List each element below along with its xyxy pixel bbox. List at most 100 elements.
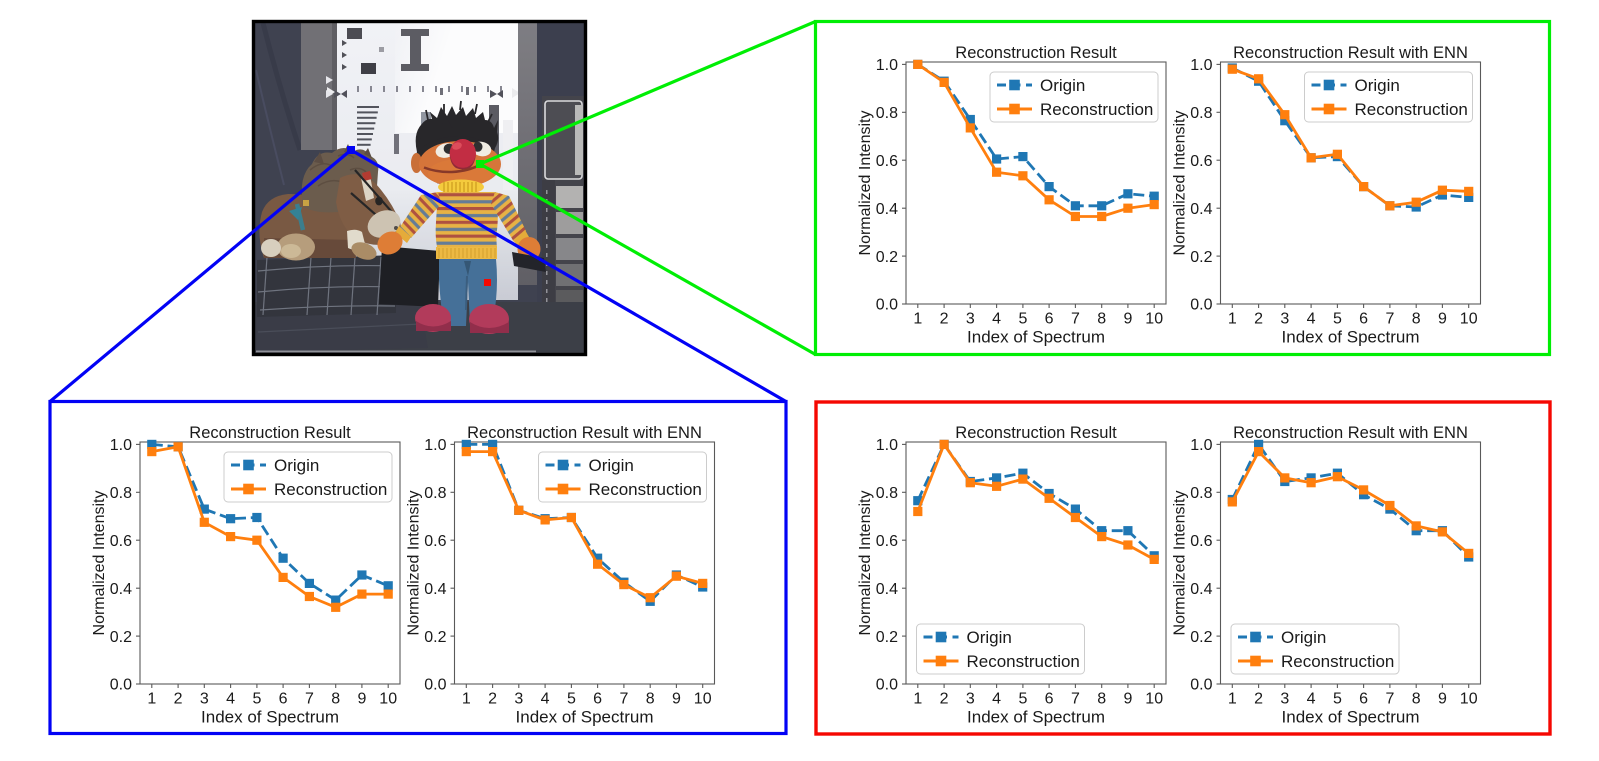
svg-text:7: 7	[1071, 311, 1080, 328]
svg-text:1: 1	[1228, 311, 1237, 328]
svg-text:3: 3	[966, 311, 975, 328]
svg-text:7: 7	[1385, 691, 1394, 708]
svg-text:Reconstruction: Reconstruction	[1355, 100, 1468, 119]
svg-text:5: 5	[567, 691, 576, 708]
svg-text:Reconstruction Result with ENN: Reconstruction Result with ENN	[1233, 44, 1468, 62]
svg-text:0.0: 0.0	[876, 677, 898, 694]
svg-text:0.8: 0.8	[424, 485, 446, 502]
svg-text:0.8: 0.8	[876, 105, 898, 122]
svg-text:2: 2	[1254, 691, 1263, 708]
svg-text:Reconstruction Result: Reconstruction Result	[955, 44, 1117, 62]
svg-text:10: 10	[694, 691, 712, 708]
svg-text:1: 1	[462, 691, 471, 708]
svg-text:Normalized Intensity: Normalized Intensity	[1172, 491, 1189, 636]
svg-text:0.4: 0.4	[876, 581, 898, 598]
svg-text:Normalized Intensity: Normalized Intensity	[91, 491, 108, 636]
svg-text:0.6: 0.6	[876, 533, 898, 550]
svg-text:Index of Spectrum: Index of Spectrum	[1282, 708, 1420, 727]
svg-text:4: 4	[226, 691, 235, 708]
svg-text:Index of Spectrum: Index of Spectrum	[967, 328, 1105, 347]
svg-text:0.6: 0.6	[1190, 153, 1212, 170]
svg-text:0.4: 0.4	[110, 581, 132, 598]
svg-text:2: 2	[940, 311, 949, 328]
svg-text:0.8: 0.8	[1190, 105, 1212, 122]
svg-text:9: 9	[1438, 311, 1447, 328]
svg-text:0.0: 0.0	[1190, 677, 1212, 694]
svg-text:6: 6	[279, 691, 288, 708]
svg-text:0.2: 0.2	[876, 629, 898, 646]
svg-text:0.8: 0.8	[876, 485, 898, 502]
svg-text:1.0: 1.0	[1190, 57, 1212, 74]
svg-text:8: 8	[1097, 311, 1106, 328]
svg-text:Index of Spectrum: Index of Spectrum	[1282, 328, 1420, 347]
svg-text:8: 8	[1097, 691, 1106, 708]
svg-text:6: 6	[1359, 691, 1368, 708]
svg-text:1: 1	[913, 691, 922, 708]
svg-text:1: 1	[1228, 691, 1237, 708]
svg-text:2: 2	[488, 691, 497, 708]
svg-text:0.0: 0.0	[876, 297, 898, 314]
svg-text:8: 8	[646, 691, 655, 708]
svg-text:9: 9	[672, 691, 681, 708]
svg-text:Normalized Intensity: Normalized Intensity	[1172, 111, 1189, 256]
svg-text:Normalized Intensity: Normalized Intensity	[406, 491, 423, 636]
svg-text:6: 6	[1045, 691, 1054, 708]
svg-text:Index of Spectrum: Index of Spectrum	[516, 708, 654, 727]
svg-text:10: 10	[1460, 691, 1478, 708]
svg-text:0.2: 0.2	[1190, 629, 1212, 646]
svg-text:4: 4	[541, 691, 550, 708]
svg-text:3: 3	[514, 691, 523, 708]
svg-text:1: 1	[913, 311, 922, 328]
svg-text:0.0: 0.0	[1190, 297, 1212, 314]
svg-text:7: 7	[1385, 311, 1394, 328]
svg-text:1.0: 1.0	[876, 57, 898, 74]
svg-text:6: 6	[593, 691, 602, 708]
svg-text:Origin: Origin	[1355, 76, 1400, 95]
svg-text:8: 8	[1412, 691, 1421, 708]
svg-text:10: 10	[379, 691, 397, 708]
svg-text:Normalized Intensity: Normalized Intensity	[857, 111, 874, 256]
svg-text:0.4: 0.4	[1190, 581, 1212, 598]
svg-text:7: 7	[1071, 691, 1080, 708]
svg-text:Origin: Origin	[589, 456, 634, 475]
svg-text:Reconstruction Result with ENN: Reconstruction Result with ENN	[1233, 424, 1468, 442]
svg-text:Origin: Origin	[274, 456, 319, 475]
svg-text:3: 3	[200, 691, 209, 708]
svg-text:0.0: 0.0	[424, 677, 446, 694]
svg-text:1.0: 1.0	[424, 437, 446, 454]
svg-text:Origin: Origin	[967, 628, 1012, 647]
svg-text:5: 5	[1018, 311, 1027, 328]
svg-text:Reconstruction: Reconstruction	[1040, 100, 1153, 119]
svg-text:Index of Spectrum: Index of Spectrum	[967, 708, 1105, 727]
svg-text:5: 5	[1333, 691, 1342, 708]
svg-text:1.0: 1.0	[876, 437, 898, 454]
svg-text:9: 9	[1123, 311, 1132, 328]
svg-text:0.2: 0.2	[424, 629, 446, 646]
svg-text:Reconstruction Result: Reconstruction Result	[955, 424, 1117, 442]
svg-text:2: 2	[1254, 311, 1263, 328]
svg-text:4: 4	[1307, 691, 1316, 708]
svg-text:6: 6	[1045, 311, 1054, 328]
svg-text:10: 10	[1145, 691, 1163, 708]
svg-text:8: 8	[331, 691, 340, 708]
svg-text:Reconstruction: Reconstruction	[274, 480, 387, 499]
svg-text:Normalized Intensity: Normalized Intensity	[857, 491, 874, 636]
svg-text:9: 9	[1438, 691, 1447, 708]
svg-text:10: 10	[1460, 311, 1478, 328]
svg-text:1: 1	[147, 691, 156, 708]
svg-text:5: 5	[1333, 311, 1342, 328]
svg-text:Origin: Origin	[1281, 628, 1326, 647]
svg-text:3: 3	[1280, 311, 1289, 328]
svg-text:5: 5	[252, 691, 261, 708]
svg-text:0.6: 0.6	[876, 153, 898, 170]
svg-text:1.0: 1.0	[110, 437, 132, 454]
svg-text:0.2: 0.2	[1190, 249, 1212, 266]
svg-text:0.6: 0.6	[110, 533, 132, 550]
svg-text:2: 2	[940, 691, 949, 708]
svg-text:Reconstruction: Reconstruction	[1281, 652, 1394, 671]
svg-text:9: 9	[1123, 691, 1132, 708]
svg-text:0.0: 0.0	[110, 677, 132, 694]
svg-text:3: 3	[1280, 691, 1289, 708]
svg-text:3: 3	[966, 691, 975, 708]
svg-text:0.8: 0.8	[1190, 485, 1212, 502]
